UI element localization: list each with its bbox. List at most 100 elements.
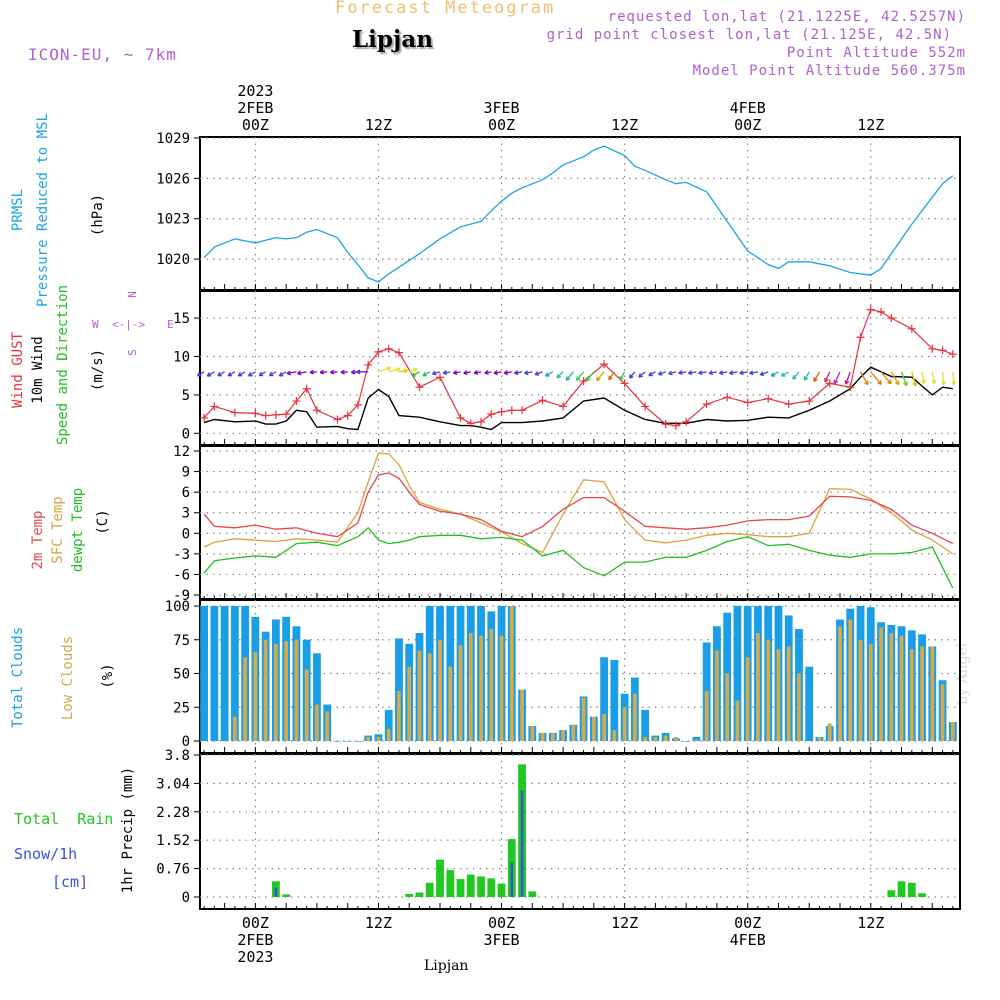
wind-arrow-head	[297, 370, 302, 376]
wind-arrow-head	[524, 370, 529, 376]
ytick-label-clouds: 100	[165, 599, 190, 615]
wind-arrow-head	[780, 372, 786, 377]
wind-arrow-head	[931, 379, 937, 385]
wind-arrow-head	[396, 367, 401, 373]
point-altitude: Point Altitude 552m	[786, 45, 966, 61]
total-cloud-bar	[384, 709, 393, 741]
wind-arrow-shaft	[749, 371, 759, 374]
gust-marker	[559, 402, 568, 411]
wind-arrow-shaft	[781, 371, 790, 377]
wind-arrow	[739, 370, 748, 376]
low-cloud-bar	[930, 646, 935, 741]
ytick-label-temp: 0	[182, 526, 190, 542]
wind-arrow-shaft	[608, 371, 615, 381]
bottom-time-label: 12Z	[365, 914, 392, 932]
low-cloud-bar	[838, 626, 842, 741]
ytick-label-clouds: 0	[182, 734, 190, 750]
wind-arrow-head	[864, 380, 869, 386]
wind-arrow	[524, 370, 533, 376]
gust-marker	[477, 417, 486, 426]
gust-marker	[538, 396, 547, 405]
wind-arrow-head	[658, 370, 663, 376]
wind-arrow	[422, 371, 431, 377]
low-cloud-bar	[499, 635, 504, 741]
total-cloud-bar	[220, 606, 229, 741]
gust-marker	[846, 383, 855, 392]
wind-arrow-head	[921, 379, 927, 385]
wind-arrow-head	[206, 372, 212, 377]
pressure-line	[203, 145, 954, 283]
wind-arrow	[668, 370, 677, 376]
bottom-time-label: 12Z	[611, 914, 638, 932]
wind-arrow	[870, 371, 882, 385]
rain-bar	[918, 893, 926, 897]
rain-bar	[282, 894, 291, 897]
gust-marker	[620, 379, 629, 388]
low-cloud-bar	[550, 732, 555, 741]
wind-arrow-head	[442, 370, 448, 375]
wind-arrow-head	[678, 370, 683, 376]
wind-arrow-head	[556, 373, 562, 379]
ytick-label-clouds: 75	[173, 633, 190, 649]
low-cloud-bar	[561, 730, 565, 741]
wind-arrow	[708, 370, 718, 376]
low-cloud-bar	[776, 649, 781, 741]
wind-arrow-shaft	[619, 371, 626, 381]
wind-arrow	[217, 371, 225, 377]
wind-arrow	[911, 371, 918, 387]
low-cloud-bar	[889, 633, 894, 741]
ytick-label-clouds: 50	[173, 667, 190, 683]
low-cloud-bar	[622, 707, 627, 741]
wind-arrow	[319, 369, 328, 375]
low-cloud-bar	[858, 639, 863, 741]
wind-arrow	[534, 371, 543, 376]
wind-arrow	[596, 371, 605, 382]
wind-arrow	[770, 371, 779, 377]
total-cloud-bar	[805, 666, 814, 741]
wind-arrow	[330, 369, 338, 375]
gust-marker	[200, 413, 209, 422]
gust-marker	[682, 417, 691, 426]
wind-arrow-shaft	[759, 371, 769, 376]
wind-arrow-head	[648, 371, 653, 377]
model-point-altitude: Model Point Altitude 560.375m	[692, 63, 966, 79]
wind-arrow-shaft	[206, 371, 215, 377]
gust-marker	[271, 410, 280, 419]
low-cloud-bar	[581, 697, 586, 741]
total-cloud-bar	[733, 606, 742, 741]
gust-marker	[671, 421, 680, 430]
wind-arrow-head	[844, 379, 850, 385]
gust-marker	[312, 406, 321, 415]
gust-marker	[518, 406, 527, 415]
gust-marker	[661, 420, 670, 429]
low-cloud-bar	[909, 649, 914, 741]
low-cloud-bar	[735, 700, 740, 741]
low-cloud-bar	[643, 736, 647, 741]
total-cloud-bar	[354, 741, 362, 742]
wind-arrow	[718, 370, 728, 376]
gust-marker	[374, 347, 383, 356]
wind-arrow-shaft	[952, 371, 955, 385]
location-title: Lipjan	[352, 26, 433, 53]
bottom-time-label: 4FEB	[730, 931, 766, 949]
total-cloud-bar	[210, 606, 219, 741]
wind-arrow	[556, 371, 564, 379]
rain-bar	[487, 878, 496, 897]
wind-arrow	[628, 371, 636, 379]
bottom-time-label: 2023	[237, 948, 273, 966]
wind-arrow-shaft	[770, 371, 779, 377]
low-cloud-bar	[602, 714, 606, 741]
wind-arrow-shaft	[638, 371, 646, 378]
wind-arrow-head	[356, 369, 361, 375]
wind-arrow-head	[268, 371, 274, 377]
gust-marker	[261, 411, 270, 420]
gust-marker	[282, 410, 291, 419]
wind-arrow	[678, 370, 687, 376]
wind-arrow-head	[309, 369, 314, 375]
wind-arrow	[340, 369, 348, 375]
ytick-label-temp: -3	[173, 547, 190, 563]
gust-marker	[600, 360, 609, 369]
ytick-label-wind: 10	[173, 349, 190, 365]
wind-arrow-shaft	[890, 371, 900, 386]
bottom-time-label: 00Z	[734, 914, 761, 932]
